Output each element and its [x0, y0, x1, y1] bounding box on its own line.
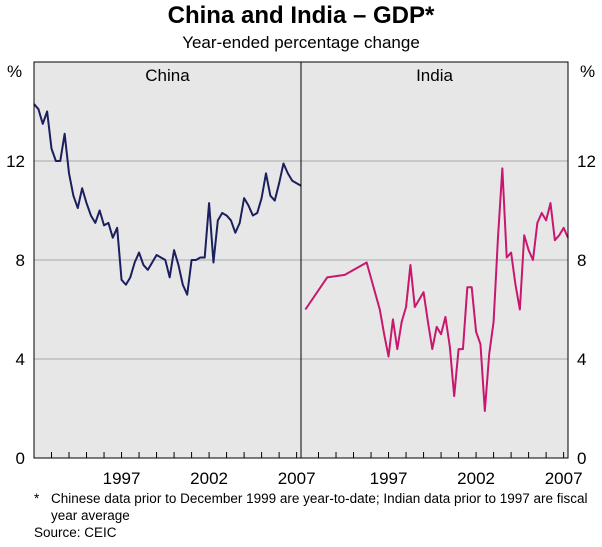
- x-tick-label-china-1997: 1997: [103, 469, 141, 488]
- y-tick-label-left: 0: [16, 449, 25, 468]
- x-tick-label-china-2002: 2002: [190, 469, 228, 488]
- series-lines: [33, 103, 569, 412]
- series-line-china: [33, 103, 302, 296]
- x-tick-label-india-2007: 2007: [545, 469, 583, 488]
- chart-subtitle: Year-ended percentage change: [182, 33, 420, 52]
- y-tick-label-right: 4: [577, 350, 586, 369]
- y-tick-label-right: 8: [577, 251, 586, 270]
- source-note: Source: CEIC: [34, 525, 117, 540]
- panel-title-china: China: [145, 66, 190, 85]
- footnote-marker: *: [34, 491, 40, 506]
- plot-frame: [33, 61, 569, 459]
- x-tick-label-china-2007: 2007: [278, 469, 316, 488]
- y-unit-label-right: %: [580, 62, 595, 81]
- tick-marks: [51, 452, 565, 458]
- y-tick-label-left: 4: [16, 350, 25, 369]
- y-tick-label-left: 12: [6, 152, 25, 171]
- x-tick-label-india-2002: 2002: [457, 469, 495, 488]
- axis-labels: 0 0 4 4 8 8 12 12% % China 1997 2002 2007 India 1997 20…: [6, 62, 596, 488]
- series-line-india: [304, 167, 569, 412]
- y-tick-label-right: 0: [577, 449, 586, 468]
- y-unit-label-left: %: [7, 62, 22, 81]
- chart-canvas: 0 0 4 4 8 8 12 12% % China 1997 2002 2007 India 1997 20…: [6, 61, 596, 488]
- footnote-text: Chinese data prior to December 1999 are …: [51, 491, 588, 523]
- panel-title-india: India: [416, 66, 453, 85]
- y-tick-label-right: 12: [577, 152, 596, 171]
- footnote: * Chinese data prior to December 1999 ar…: [34, 490, 594, 541]
- chart-title: China and India – GDP*: [167, 2, 435, 29]
- x-tick-label-india-1997: 1997: [370, 469, 408, 488]
- y-tick-label-left: 8: [16, 251, 25, 270]
